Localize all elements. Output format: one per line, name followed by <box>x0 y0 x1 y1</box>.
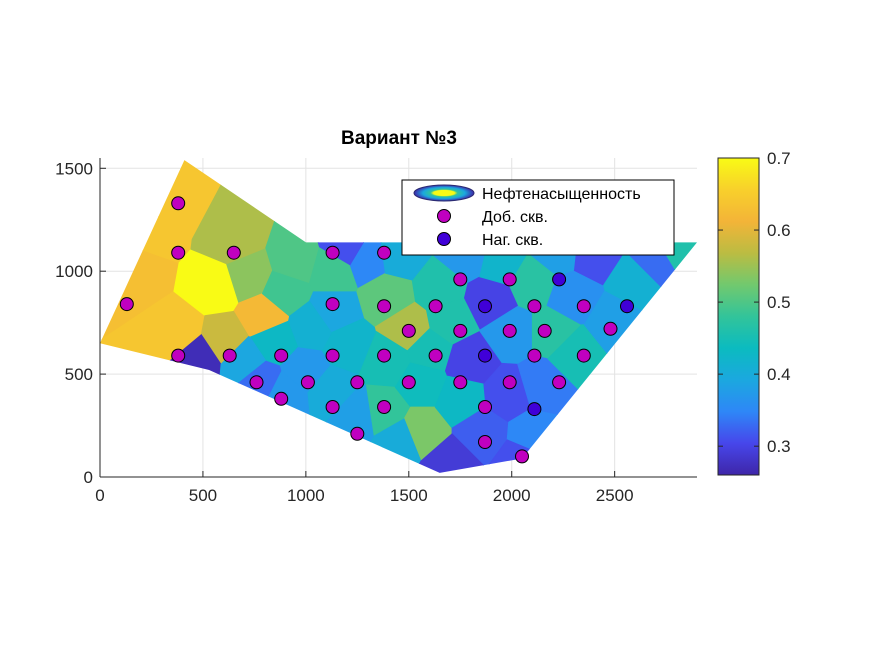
production-well-marker <box>226 245 241 260</box>
injection-well-marker <box>527 402 542 417</box>
chart-title: Вариант №3 <box>341 128 457 149</box>
legend-entry-production: Доб. скв. <box>482 209 548 226</box>
production-well-marker <box>325 348 340 363</box>
production-well-marker <box>401 375 416 390</box>
y-tick-label: 1000 <box>55 262 93 281</box>
production-well-marker <box>453 323 468 338</box>
production-well-marker <box>603 321 618 336</box>
legend-injection-well-marker <box>437 232 451 246</box>
colorbar-tick-label: 0.3 <box>767 437 791 456</box>
production-well-marker <box>377 400 392 414</box>
saturation-cell <box>177 360 283 473</box>
production-well-marker <box>249 375 264 390</box>
injection-well-marker <box>478 299 492 314</box>
production-well-marker <box>576 299 591 314</box>
production-well-marker <box>428 299 443 314</box>
saturation-cell <box>288 300 332 351</box>
colorbar-tick-label: 0.7 <box>767 149 791 168</box>
y-tick-label: 0 <box>84 468 93 487</box>
saturation-cell <box>400 433 489 473</box>
legend-entry-injection: Наг. скв. <box>482 232 543 249</box>
y-tick-label: 1500 <box>55 159 93 178</box>
production-well-marker <box>502 323 517 338</box>
production-well-marker <box>300 375 315 390</box>
production-well-marker <box>325 297 340 312</box>
injection-well-marker <box>552 272 567 287</box>
y-tick-label: 500 <box>65 365 93 384</box>
x-tick-label: 1000 <box>287 486 325 505</box>
production-well-marker <box>428 348 443 363</box>
production-well-marker <box>401 323 416 338</box>
x-tick-label: 1500 <box>390 486 428 505</box>
colorbar-tick-label: 0.4 <box>767 365 791 384</box>
production-well-marker <box>502 375 517 390</box>
production-well-marker <box>478 400 492 414</box>
saturation-cell <box>100 334 222 473</box>
x-tick-label: 0 <box>95 486 104 505</box>
x-tick-label: 2500 <box>596 486 634 505</box>
x-tick-label: 2000 <box>493 486 531 505</box>
production-well-marker <box>453 375 468 390</box>
production-well-marker <box>377 245 392 260</box>
colorbar-scale <box>717 157 760 476</box>
production-well-marker <box>527 299 542 314</box>
production-well-marker <box>576 348 591 363</box>
production-well-marker <box>537 323 552 338</box>
production-well-marker <box>119 297 134 312</box>
production-well-marker <box>325 400 340 414</box>
production-well-marker <box>325 245 340 260</box>
production-well-marker <box>552 375 567 390</box>
injection-well-marker <box>478 348 492 363</box>
colorbar: 0.3 0.4 0.5 0.6 0.7 <box>717 149 791 476</box>
x-tick-label: 500 <box>189 486 217 505</box>
legend: Нефтенасыщенность Доб. скв. Наг. скв. <box>401 179 675 256</box>
legend-entry-saturation: Нефтенасыщенность <box>482 186 641 203</box>
production-well-marker <box>377 348 392 363</box>
production-well-marker <box>274 348 289 363</box>
production-well-marker <box>478 435 492 449</box>
colorbar-tick-label: 0.5 <box>767 293 791 312</box>
production-well-marker <box>453 272 468 287</box>
production-well-marker <box>171 196 186 211</box>
injection-well-marker <box>620 299 634 314</box>
saturation-cell <box>583 289 697 473</box>
production-well-marker <box>502 272 517 287</box>
production-well-marker <box>171 245 186 260</box>
colorbar-ticks: 0.3 0.4 0.5 0.6 0.7 <box>718 149 791 456</box>
production-well-marker <box>171 348 186 363</box>
legend-production-well-marker <box>437 209 451 223</box>
legend-contour-icon <box>413 184 475 202</box>
production-well-marker <box>274 391 289 406</box>
production-well-marker <box>377 299 392 314</box>
wells <box>119 196 634 464</box>
production-well-marker <box>350 375 365 390</box>
colorbar-tick-label: 0.6 <box>767 221 791 240</box>
axes: 0 500 1000 1500 2000 2500 0 500 1000 1500 <box>55 158 697 505</box>
production-well-marker <box>222 348 237 363</box>
production-well-marker <box>350 426 365 441</box>
production-well-marker <box>515 449 529 464</box>
production-well-marker <box>527 348 542 363</box>
